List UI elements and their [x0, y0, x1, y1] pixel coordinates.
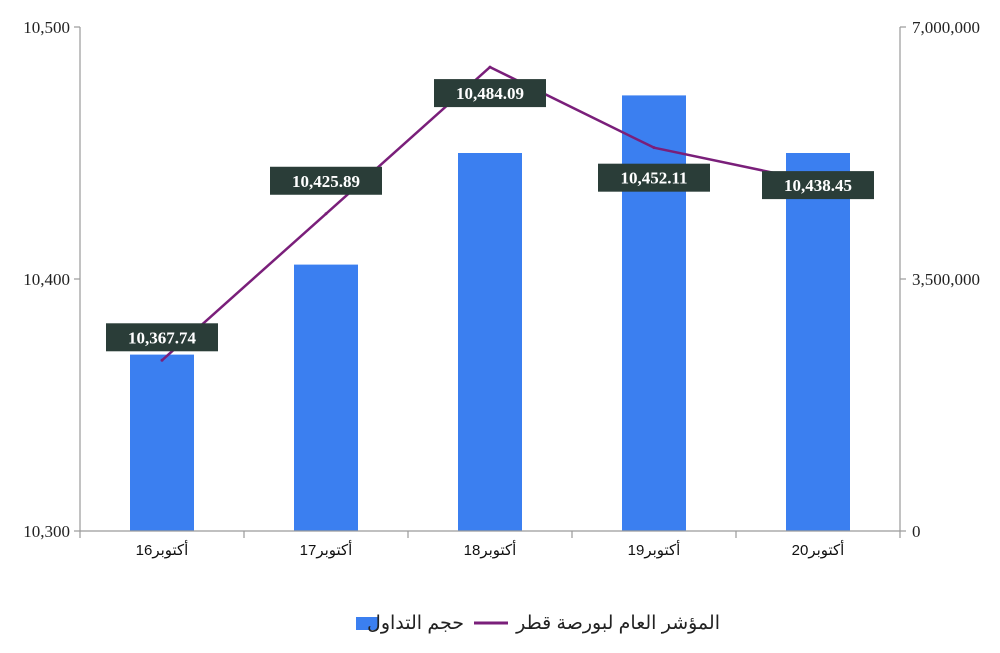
data-label-box-2: [270, 166, 382, 195]
y-right-tick-label-2: 7,000,000: [912, 18, 980, 37]
index-point-4: [652, 146, 656, 150]
x-tick-label-1: أكتوبر16: [136, 540, 189, 559]
bar-1: [130, 354, 194, 531]
bar-2: [294, 264, 358, 531]
x-tick-label-3: أكتوبر18: [464, 540, 517, 559]
data-label-2: 10,425.89: [270, 166, 382, 195]
data-label-text-5: 10,438.45: [784, 176, 852, 195]
data-label-5: 10,438.45: [762, 171, 874, 200]
x-tick-label-4: أكتوبر19: [628, 540, 681, 559]
data-label-box-5: [762, 171, 874, 200]
data-label-text-2: 10,425.89: [292, 172, 360, 191]
axes-layer: 10,300 10,400 10,500 0 3,500,000 7,000,000 أكت…: [23, 18, 980, 559]
legend: حجم التداول المؤشر العام لبورصة قطر: [356, 613, 720, 634]
data-label-4: 10,452.11: [598, 163, 710, 192]
bar-4: [622, 95, 686, 532]
index-point-3: [488, 65, 492, 69]
data-label-1: 10,367.74: [106, 323, 218, 352]
data-label-text-3: 10,484.09: [456, 84, 524, 103]
y-left-tick-label-2: 10,500: [23, 18, 70, 37]
bars-layer: [130, 95, 850, 532]
data-label-box-3: [434, 79, 546, 108]
y-right-tick-label-1: 3,500,000: [912, 270, 980, 289]
data-label-box-4: [598, 163, 710, 192]
y-left-tick-label-0: 10,300: [23, 522, 70, 541]
bar-3: [458, 153, 522, 531]
y-left-tick-label-1: 10,400: [23, 270, 70, 289]
data-label-text-4: 10,452.11: [620, 169, 687, 188]
data-label-text-1: 10,367.74: [128, 328, 197, 347]
legend-line-label: المؤشر العام لبورصة قطر: [515, 613, 720, 634]
bar-5: [786, 153, 850, 531]
x-tick-label-2: أكتوبر17: [300, 540, 353, 559]
index-point-1: [160, 358, 164, 362]
data-labels-layer: 10,367.74 10,425.89 10,484.09 10,452.11 10,4…: [106, 79, 874, 352]
data-label-box-1: [106, 323, 218, 352]
legend-bar-label: حجم التداول: [367, 613, 464, 634]
y-right-tick-label-0: 0: [912, 522, 921, 541]
x-tick-label-5: أكتوبر20: [792, 540, 845, 559]
index-point-2: [324, 212, 328, 216]
data-label-3: 10,484.09: [434, 79, 546, 108]
legend-bar-swatch: [356, 617, 378, 630]
